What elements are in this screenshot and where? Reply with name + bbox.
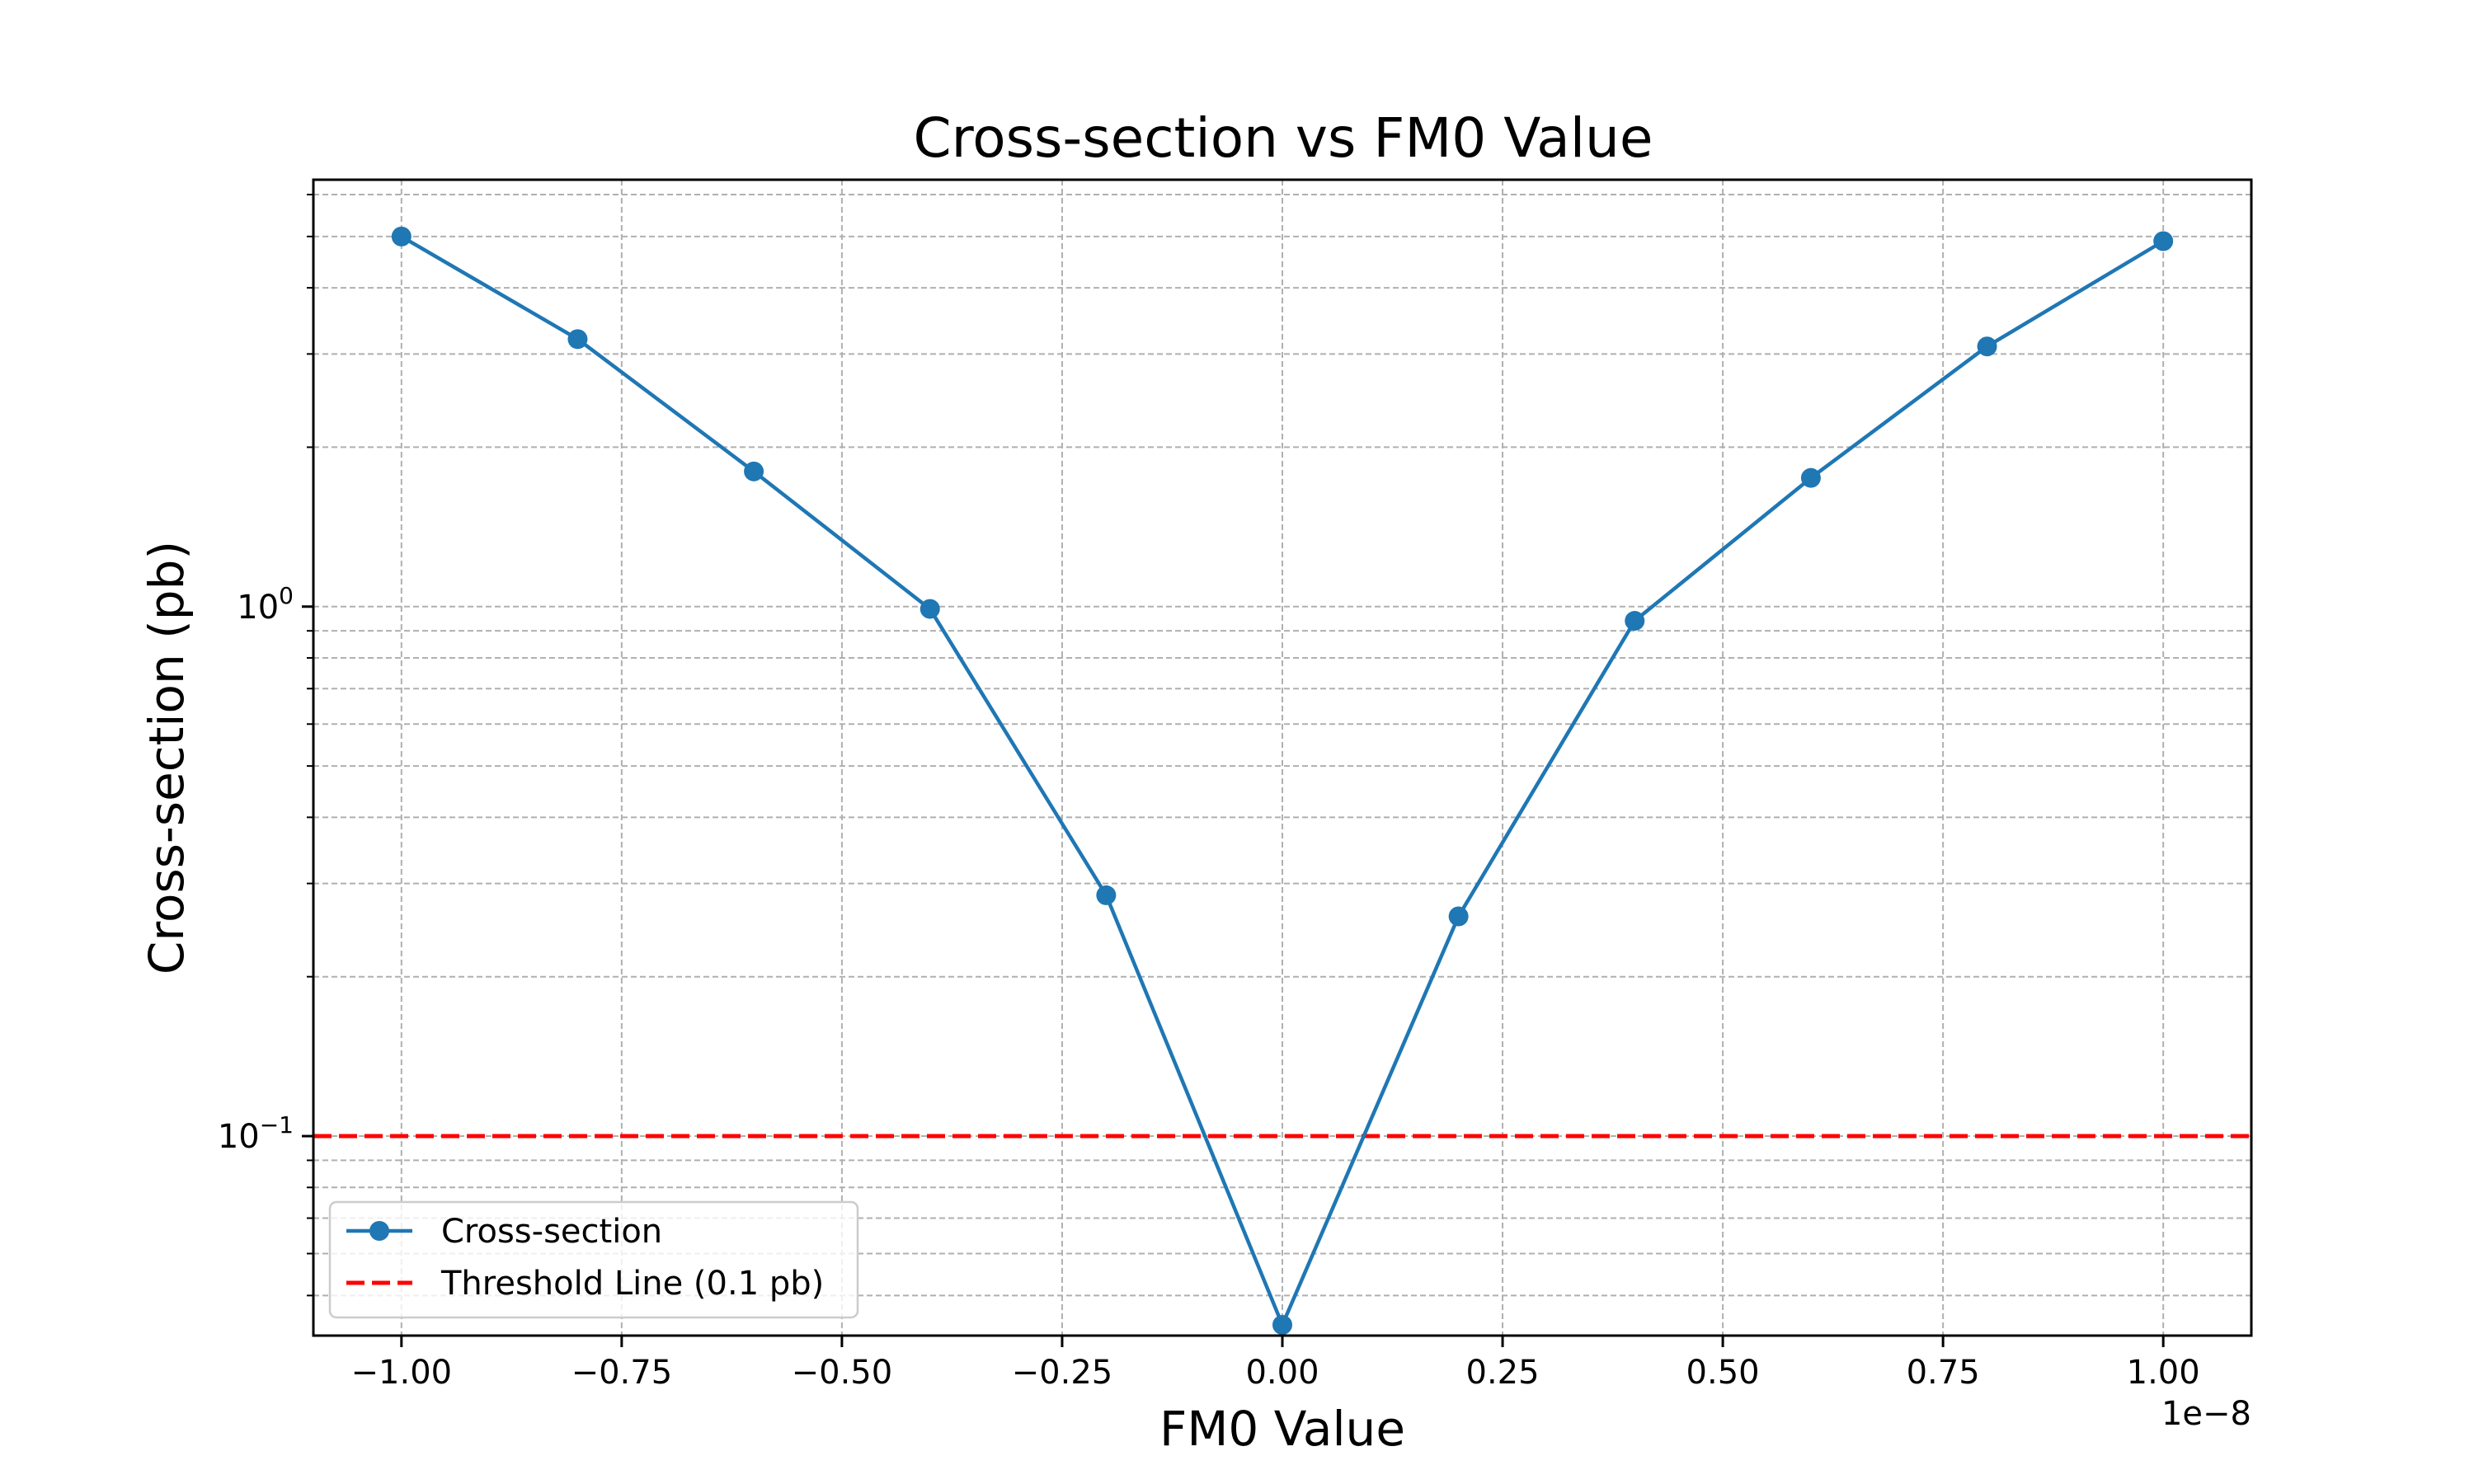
data-point xyxy=(1448,906,1469,927)
data-point xyxy=(2153,231,2174,251)
x-tick-label: −0.25 xyxy=(1012,1354,1113,1392)
x-tick-label: 0.75 xyxy=(1907,1354,1980,1392)
data-point xyxy=(1096,885,1117,905)
x-tick-label: 0.50 xyxy=(1686,1354,1760,1392)
data-point xyxy=(1977,336,1997,357)
legend-series-marker xyxy=(369,1221,389,1241)
legend-threshold-label: Threshold Line (0.1 pb) xyxy=(440,1265,824,1303)
y-tick-label: 100 xyxy=(237,582,294,627)
x-axis-offset-label: 1e−8 xyxy=(2161,1395,2251,1433)
y-axis-label: Cross-section (pb) xyxy=(139,541,195,974)
data-point xyxy=(920,599,940,619)
data-series xyxy=(391,226,2174,1336)
legend-series-label: Cross-section xyxy=(441,1213,662,1251)
y-tick-label: 10−1 xyxy=(218,1111,294,1156)
x-tick-label: 1.00 xyxy=(2127,1354,2200,1392)
data-point xyxy=(1272,1315,1292,1336)
x-tick-label: −0.75 xyxy=(571,1354,673,1392)
x-tick-label: −1.00 xyxy=(351,1354,453,1392)
x-tick-label: 0.00 xyxy=(1245,1354,1319,1392)
x-tick-label: −0.50 xyxy=(792,1354,893,1392)
y-axis-ticks: 10−1 100 xyxy=(218,194,313,1297)
x-axis-ticks: −1.00 −0.75 −0.50 −0.25 0.00 0.25 0.50 0.75 1.00 xyxy=(351,1336,2200,1392)
data-point xyxy=(1625,611,1645,632)
data-point xyxy=(744,461,764,481)
chart-legend: Cross-section Threshold Line (0.1 pb) xyxy=(328,1200,859,1319)
data-point xyxy=(567,329,588,350)
data-point xyxy=(1800,467,1821,488)
data-point xyxy=(391,226,412,247)
x-tick-label: 0.25 xyxy=(1466,1354,1540,1392)
chart-title: Cross-section vs FM0 Value xyxy=(914,106,1653,170)
x-axis-label: FM0 Value xyxy=(1159,1401,1405,1457)
legend-box xyxy=(328,1200,859,1319)
